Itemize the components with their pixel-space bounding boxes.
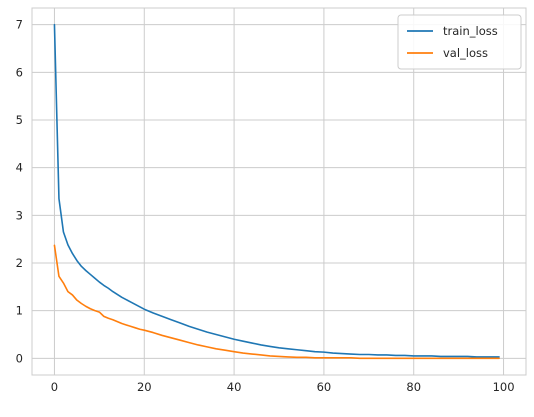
plot-frame: [31, 7, 527, 376]
x-tick-label: 40: [227, 380, 242, 394]
x-tick-labels: 0 20 40 60 80 100: [51, 380, 515, 394]
x-tick-label: 100: [493, 380, 515, 394]
x-tick-label: 80: [406, 380, 421, 394]
y-tick-label: 3: [16, 208, 23, 222]
legend-label-train-loss: train_loss: [443, 24, 498, 38]
legend: train_loss val_loss: [397, 14, 522, 70]
legend-label-val-loss: val_loss: [443, 46, 488, 60]
series-line-train-loss: [53, 23, 500, 358]
y-tick-label: 0: [16, 351, 23, 365]
y-tick-label: 7: [16, 18, 23, 32]
y-tick-label: 2: [16, 256, 23, 270]
y-tick-label: 6: [16, 65, 23, 79]
x-tick-label: 0: [51, 380, 58, 394]
y-tick-labels: 0 1 2 3 4 5 6 7: [16, 18, 23, 366]
series-line-val-loss: [53, 244, 500, 360]
legend-box: [397, 14, 522, 70]
x-tick-label: 60: [317, 380, 332, 394]
series-lines: [53, 23, 500, 360]
y-tick-label: 5: [16, 113, 23, 127]
y-tick-label: 4: [16, 161, 23, 175]
grid-lines: [32, 8, 526, 375]
y-tick-label: 1: [16, 304, 23, 318]
x-tick-label: 20: [137, 380, 152, 394]
